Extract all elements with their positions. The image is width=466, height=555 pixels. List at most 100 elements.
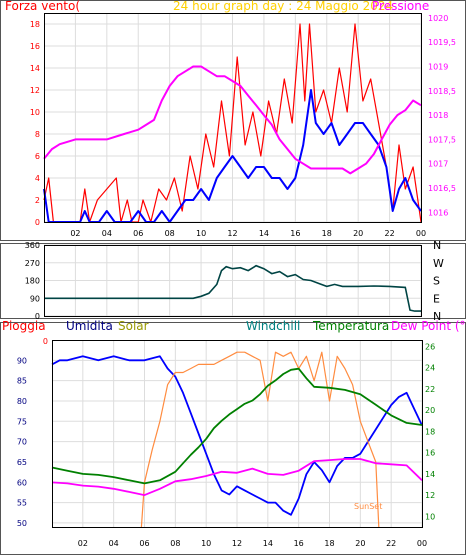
- x-tick-label: 12: [232, 539, 242, 548]
- x-tick-label: 20: [355, 539, 365, 548]
- wind-speed-tick-label: 2: [35, 196, 40, 205]
- x-tick-label: 04: [102, 229, 112, 238]
- temperature-tick-label: 20: [425, 406, 435, 415]
- compass-direction-label: N: [433, 239, 441, 252]
- wind-speed-axis-title: Forza vento(: [5, 0, 80, 13]
- x-tick-label: 14: [263, 539, 273, 548]
- wind-speed-tick-label: 8: [35, 130, 40, 139]
- humidity-tick-label: 70: [17, 438, 27, 447]
- pressure-tick-label: 1019,5: [428, 38, 456, 47]
- wind-direction-line: [44, 264, 421, 312]
- legend-solar: Solar: [118, 319, 149, 333]
- wind-speed-tick-label: 10: [30, 108, 40, 117]
- pressure-tick-label: 1016,5: [428, 184, 456, 193]
- x-tick-label: 12: [227, 229, 237, 238]
- humidity-tick-label: 50: [17, 519, 27, 528]
- x-tick-label: 18: [324, 539, 334, 548]
- pressure-tick-label: 1017: [428, 160, 448, 169]
- sunset-annotation: SunSet: [354, 502, 382, 511]
- humidity-tick-label: 90: [17, 356, 27, 365]
- legend-windchill: Windchill: [246, 319, 300, 333]
- humidity-tick-label: 75: [17, 417, 27, 426]
- x-tick-label: 16: [290, 229, 300, 238]
- x-tick-label: 18: [322, 229, 332, 238]
- legend-dew-point: Dew Point (°C): [391, 319, 466, 333]
- wind-dir-grid: [44, 244, 422, 317]
- x-tick-label: 02: [78, 539, 88, 548]
- pressure-tick-label: 1016: [428, 208, 448, 217]
- humidity-tick-label: 60: [17, 478, 27, 487]
- x-tick-label: 04: [109, 539, 119, 548]
- x-tick-label: 08: [165, 229, 175, 238]
- x-tick-label: 00: [416, 229, 426, 238]
- wind-dir-degree-label: 180: [25, 277, 40, 286]
- series-line: [43, 65, 422, 175]
- temperature-tick-label: 16: [425, 449, 435, 458]
- legend-umidita: Umidita: [66, 319, 113, 333]
- wind-dir-degree-label: 270: [25, 259, 40, 268]
- legend-pioggia: Pioggia: [2, 319, 46, 333]
- compass-direction-label: W: [433, 257, 444, 270]
- legend-temperatura: Temperatura: [312, 319, 389, 333]
- series-line: [51, 367, 423, 485]
- pressure-tick-label: 1018: [428, 111, 448, 120]
- temperature-tick-label: 14: [425, 470, 435, 479]
- humidity-tick-label: 85: [17, 377, 27, 386]
- wind-speed-tick-label: 16: [30, 42, 40, 51]
- wind-speed-tick-label: 0: [35, 218, 40, 227]
- x-tick-label: 20: [353, 229, 363, 238]
- compass-direction-label: N: [433, 310, 441, 323]
- x-tick-label: 06: [139, 539, 149, 548]
- top-plot-ticks: 02468101214161810161016,510171017,510181…: [30, 14, 456, 238]
- bottom-plot-area: [52, 340, 423, 528]
- bottom-plot-series: [51, 351, 423, 528]
- temperature-tick-label: 18: [425, 427, 435, 436]
- chart-title: 24 hour graph day : 24 Maggio 2024: [173, 0, 393, 13]
- x-tick-label: 06: [133, 229, 143, 238]
- pressure-tick-label: 1020: [428, 14, 448, 23]
- humidity-tick-label: 65: [17, 458, 27, 467]
- x-tick-label: 08: [170, 539, 180, 548]
- x-tick-label: 16: [294, 539, 304, 548]
- rain-tick-label: 0: [43, 337, 48, 346]
- humidity-tick-label: 55: [17, 499, 27, 508]
- pressure-tick-label: 1017,5: [428, 135, 456, 144]
- top-plot-area: [44, 13, 422, 223]
- wind-speed-tick-label: 14: [30, 64, 40, 73]
- pressure-axis-title: Pressione: [372, 0, 429, 13]
- temperature-tick-label: 12: [425, 491, 435, 500]
- temperature-tick-label: 10: [425, 512, 435, 521]
- pressure-tick-label: 1019: [428, 62, 448, 71]
- wind-speed-tick-label: 4: [35, 174, 40, 183]
- x-tick-label: 22: [386, 539, 396, 548]
- wind-dir-series: [44, 264, 421, 312]
- pressure-tick-label: 1018,5: [428, 87, 456, 96]
- x-tick-label: 22: [384, 229, 394, 238]
- series-line: [51, 458, 423, 497]
- x-tick-label: 00: [417, 539, 427, 548]
- temperature-tick-label: 24: [425, 364, 435, 373]
- wind-speed-tick-label: 6: [35, 152, 40, 161]
- wind-dir-plot-area: [44, 245, 422, 317]
- x-tick-label: 14: [259, 229, 269, 238]
- wind-speed-tick-label: 12: [30, 86, 40, 95]
- wind-speed-tick-label: 18: [30, 20, 40, 29]
- x-tick-label: 10: [201, 539, 211, 548]
- series-line: [140, 351, 380, 528]
- bottom-panel-frame: [0, 322, 466, 555]
- humidity-tick-label: 80: [17, 397, 27, 406]
- temperature-tick-label: 26: [425, 342, 435, 351]
- compass-direction-label: S: [433, 275, 440, 288]
- wind-dir-degree-label: 360: [25, 241, 40, 250]
- x-tick-label: 10: [196, 229, 206, 238]
- compass-direction-label: E: [433, 292, 440, 305]
- temperature-tick-label: 22: [425, 385, 435, 394]
- wind-dir-degree-label: 90: [30, 294, 40, 303]
- series-line: [43, 23, 422, 223]
- wind-dir-degree-label: 0: [35, 312, 40, 321]
- bottom-plot-grid: [52, 340, 423, 527]
- x-tick-label: 02: [70, 229, 80, 238]
